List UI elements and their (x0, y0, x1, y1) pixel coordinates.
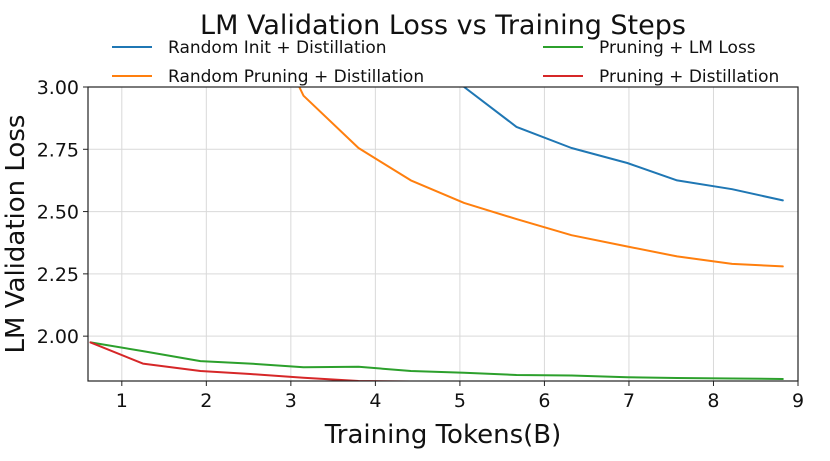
x-tick-label: 5 (454, 390, 466, 412)
series-line-pruning-distillation (89, 341, 449, 381)
plot-frame (87, 86, 799, 382)
y-tick-label: 2.25 (37, 264, 79, 286)
y-axis-ticks: 2.00 2.25 2.50 2.75 3.00 (37, 77, 88, 348)
legend-label: Random Init + Distillation (168, 38, 387, 58)
y-tick-label: 2.75 (37, 139, 79, 161)
y-tick-label: 3.00 (37, 77, 79, 99)
grid (88, 86, 799, 381)
x-tick-label: 7 (623, 390, 635, 412)
legend-label: Pruning + LM Loss (599, 38, 756, 58)
y-tick-label: 2.50 (37, 202, 79, 224)
legend: Random Init + Distillation Random Pruning… (112, 38, 779, 87)
series-line-random-init-distillation (463, 87, 784, 202)
y-tick-label: 2.00 (37, 326, 79, 348)
x-tick-label: 2 (200, 390, 212, 412)
x-tick-label: 1 (116, 390, 128, 412)
legend-label: Random Pruning + Distillation (168, 67, 424, 87)
chart-title: LM Validation Loss vs Training Steps (200, 10, 686, 41)
x-tick-label: 6 (538, 390, 550, 412)
series-line-random-pruning-distillation (298, 87, 784, 268)
series-lines (89, 87, 784, 381)
series-line-pruning-lm-loss (89, 341, 784, 380)
x-axis-ticks: 1 2 3 4 5 6 7 8 9 (116, 381, 804, 412)
x-tick-label: 9 (792, 390, 804, 412)
x-axis-label: Training Tokens(B) (324, 420, 562, 450)
x-tick-label: 8 (707, 390, 719, 412)
y-axis-label: LM Validation Loss (1, 115, 31, 354)
x-tick-label: 3 (285, 390, 297, 412)
legend-label: Pruning + Distillation (599, 67, 779, 87)
x-tick-label: 4 (369, 390, 381, 412)
